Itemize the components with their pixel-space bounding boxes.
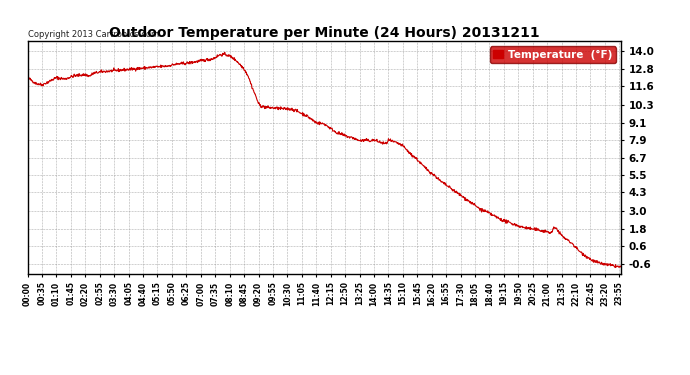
Title: Outdoor Temperature per Minute (24 Hours) 20131211: Outdoor Temperature per Minute (24 Hours… xyxy=(109,26,540,40)
Text: Copyright 2013 Cartronics.com: Copyright 2013 Cartronics.com xyxy=(28,30,159,39)
Legend: Temperature  (°F): Temperature (°F) xyxy=(489,46,615,63)
